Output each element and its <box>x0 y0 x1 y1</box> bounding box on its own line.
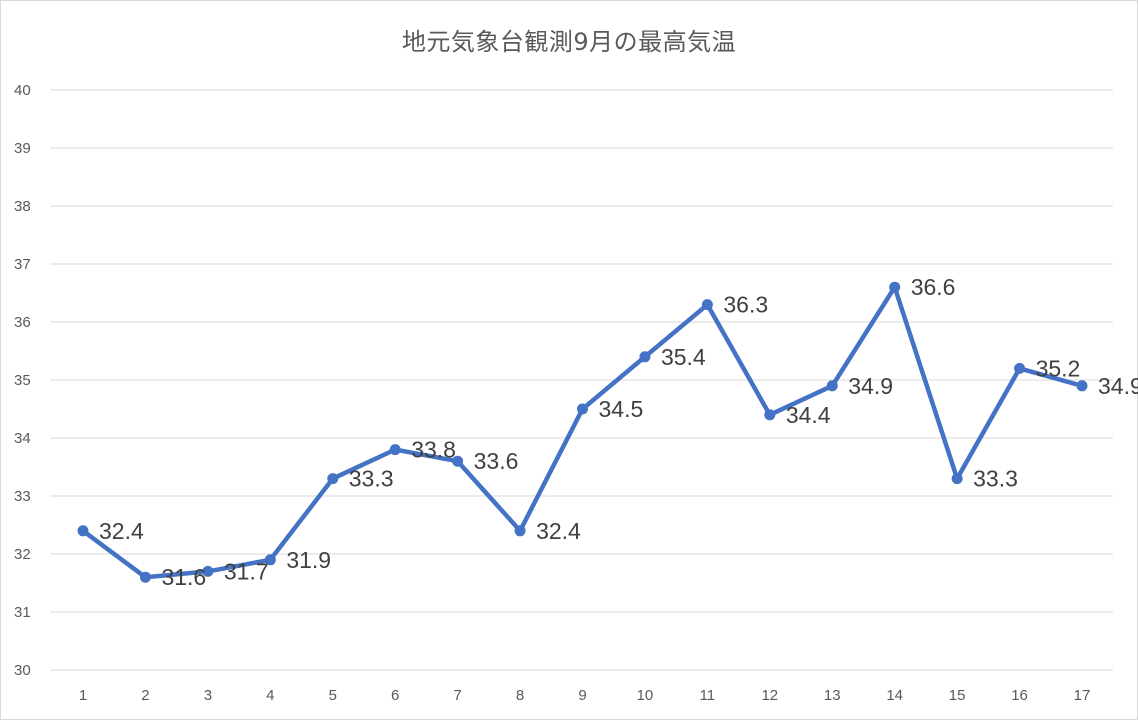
data-point-17 <box>1076 380 1088 392</box>
y-tick-label-39: 39 <box>14 140 31 157</box>
data-label-17: 34.9 <box>1098 373 1138 399</box>
data-label-14: 36.6 <box>911 274 956 300</box>
y-axis-ticks: 30 31 32 33 34 35 36 37 38 39 40 <box>14 82 31 679</box>
x-tick-label-4: 4 <box>266 687 274 704</box>
y-tick-label-30: 30 <box>14 662 31 679</box>
data-label-1: 32.4 <box>99 518 144 544</box>
y-tick-label-33: 33 <box>14 488 31 505</box>
x-tick-label-17: 17 <box>1074 687 1091 704</box>
data-point-7 <box>452 455 464 467</box>
data-label-5: 33.3 <box>349 466 394 492</box>
data-point-5 <box>327 473 339 485</box>
x-tick-label-8: 8 <box>516 687 524 704</box>
y-tick-label-32: 32 <box>14 546 31 563</box>
data-point-4 <box>264 554 276 566</box>
data-point-14 <box>889 281 901 293</box>
y-tick-label-37: 37 <box>14 256 31 273</box>
data-label-8: 32.4 <box>536 518 581 544</box>
y-tick-label-38: 38 <box>14 198 31 215</box>
x-tick-label-5: 5 <box>329 687 337 704</box>
series-line <box>80 284 1085 580</box>
x-tick-label-10: 10 <box>637 687 654 704</box>
data-label-3: 31.7 <box>224 558 269 584</box>
data-point-13 <box>826 380 838 392</box>
data-point-1 <box>77 525 89 537</box>
x-tick-label-12: 12 <box>761 687 778 704</box>
x-axis-ticks: 1 2 3 4 5 6 7 8 9 10 11 12 13 14 15 16 17 <box>79 687 1091 704</box>
data-point-12 <box>764 409 776 421</box>
x-tick-label-11: 11 <box>700 687 716 704</box>
chart-title: 地元気象台観測9月の最高気温 <box>401 28 737 56</box>
series-points <box>77 281 1088 583</box>
y-tick-label-31: 31 <box>14 604 31 621</box>
data-label-11: 36.3 <box>723 292 768 318</box>
x-tick-label-14: 14 <box>886 687 903 704</box>
x-tick-label-13: 13 <box>824 687 841 704</box>
data-label-2: 31.6 <box>161 564 206 590</box>
data-label-10: 35.4 <box>661 344 706 370</box>
y-tick-label-34: 34 <box>14 430 31 447</box>
x-tick-label-9: 9 <box>578 687 586 704</box>
data-point-11 <box>701 299 713 311</box>
y-tick-label-40: 40 <box>14 82 31 99</box>
y-tick-label-36: 36 <box>14 314 31 331</box>
x-tick-label-6: 6 <box>391 687 399 704</box>
data-label-7: 33.6 <box>474 448 519 474</box>
data-point-10 <box>639 351 651 363</box>
x-tick-label-16: 16 <box>1011 687 1028 704</box>
data-label-15: 33.3 <box>973 466 1018 492</box>
data-label-4: 31.9 <box>286 547 331 573</box>
x-tick-label-7: 7 <box>453 687 461 704</box>
data-point-3 <box>202 565 214 577</box>
data-label-9: 34.5 <box>599 396 644 422</box>
data-point-16 <box>1014 362 1026 374</box>
y-tick-label-35: 35 <box>14 372 31 389</box>
data-point-8 <box>514 525 526 537</box>
data-labels: 32.4 31.6 31.7 31.9 33.3 33.8 33.6 32.4 34.5 35.4… <box>99 274 1138 590</box>
x-tick-label-3: 3 <box>204 687 212 704</box>
data-label-13: 34.9 <box>848 373 893 399</box>
data-point-2 <box>139 571 151 583</box>
x-tick-label-1: 1 <box>79 687 87 704</box>
data-point-15 <box>951 473 963 485</box>
gridlines <box>50 89 1113 671</box>
data-point-6 <box>389 444 401 456</box>
x-tick-label-15: 15 <box>949 687 966 704</box>
data-label-16: 35.2 <box>1036 355 1081 381</box>
data-label-6: 33.8 <box>411 437 456 463</box>
series-line-path <box>80 284 1085 580</box>
data-label-12: 34.4 <box>786 402 831 428</box>
x-tick-label-2: 2 <box>141 687 149 704</box>
data-point-9 <box>577 403 588 415</box>
